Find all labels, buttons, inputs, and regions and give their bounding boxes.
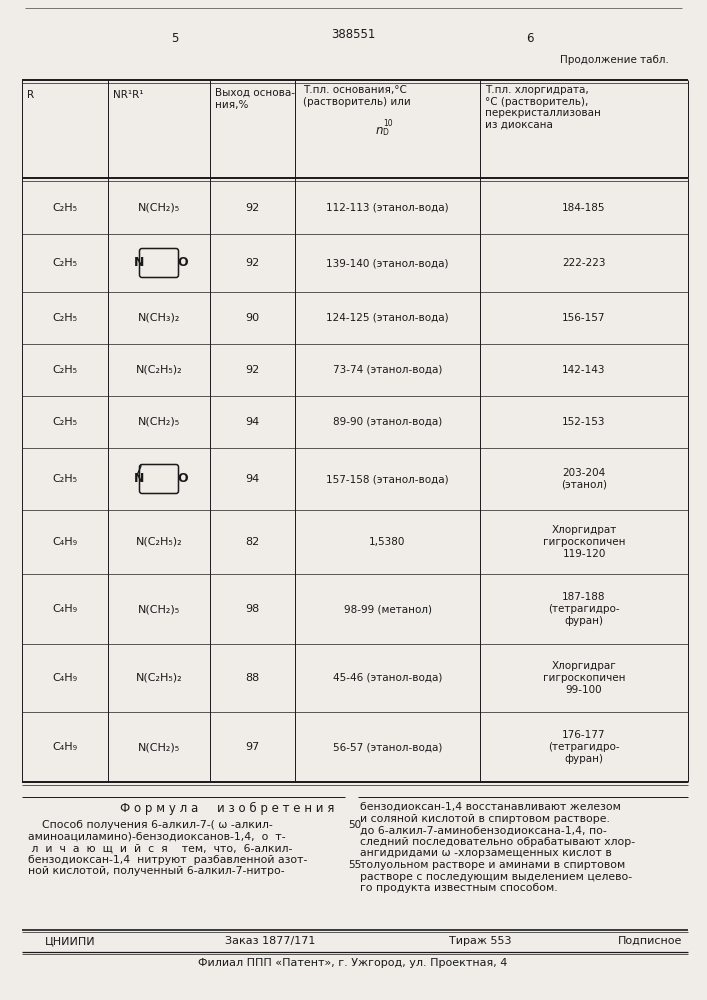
Text: 152-153: 152-153 bbox=[562, 417, 606, 427]
Text: C₂H₅: C₂H₅ bbox=[52, 203, 78, 213]
Text: 94: 94 bbox=[245, 474, 259, 484]
Text: NR¹R¹: NR¹R¹ bbox=[113, 90, 144, 100]
Text: N(C₂H₅)₂: N(C₂H₅)₂ bbox=[136, 365, 182, 375]
Text: Подписное: Подписное bbox=[618, 936, 682, 946]
Text: 88: 88 bbox=[245, 673, 259, 683]
Text: 50: 50 bbox=[348, 820, 361, 830]
Text: 112-113 (этанол-вода): 112-113 (этанол-вода) bbox=[326, 203, 449, 213]
Text: C₄H₉: C₄H₉ bbox=[52, 537, 78, 547]
Text: 142-143: 142-143 bbox=[562, 365, 606, 375]
Text: бензодиоксан-1,4 восстанавливают железом
и соляной кислотой в спиртовом растворе: бензодиоксан-1,4 восстанавливают железом… bbox=[360, 802, 635, 893]
Text: 203-204
(этанол): 203-204 (этанол) bbox=[561, 468, 607, 490]
Text: O: O bbox=[177, 473, 187, 486]
Text: 187-188
(тетрагидро-
фуран): 187-188 (тетрагидро- фуран) bbox=[548, 592, 620, 626]
Text: 98-99 (метанол): 98-99 (метанол) bbox=[344, 604, 431, 614]
Text: N(CH₂)₅: N(CH₂)₅ bbox=[138, 742, 180, 752]
Text: N: N bbox=[134, 473, 144, 486]
Text: 45-46 (этанол-вода): 45-46 (этанол-вода) bbox=[333, 673, 442, 683]
Text: 92: 92 bbox=[245, 203, 259, 213]
Text: Тираж 553: Тираж 553 bbox=[449, 936, 511, 946]
Text: O: O bbox=[177, 256, 187, 269]
Text: N: N bbox=[134, 256, 144, 269]
Text: N(C₂H₅)₂: N(C₂H₅)₂ bbox=[136, 673, 182, 683]
Text: C₄H₉: C₄H₉ bbox=[52, 742, 78, 752]
Text: N(CH₂)₅: N(CH₂)₅ bbox=[138, 604, 180, 614]
Text: 6: 6 bbox=[526, 32, 534, 45]
Text: N(CH₃)₂: N(CH₃)₂ bbox=[138, 313, 180, 323]
Text: 92: 92 bbox=[245, 365, 259, 375]
Text: 10: 10 bbox=[383, 119, 393, 128]
Text: R: R bbox=[27, 90, 34, 100]
Text: N(C₂H₅)₂: N(C₂H₅)₂ bbox=[136, 537, 182, 547]
Text: C₂H₅: C₂H₅ bbox=[52, 313, 78, 323]
Text: Ф о р м у л а     и з о б р е т е н и я: Ф о р м у л а и з о б р е т е н и я bbox=[120, 802, 334, 815]
Text: C₂H₅: C₂H₅ bbox=[52, 417, 78, 427]
Text: 97: 97 bbox=[245, 742, 259, 752]
Text: 1,5380: 1,5380 bbox=[369, 537, 406, 547]
Text: C₄H₉: C₄H₉ bbox=[52, 604, 78, 614]
Text: 90: 90 bbox=[245, 313, 259, 323]
Text: Т.пл. хлоргидрата,
°C (растворитель),
перекристаллизован
из диоксана: Т.пл. хлоргидрата, °C (растворитель), пе… bbox=[485, 85, 601, 130]
Text: 73-74 (этанол-вода): 73-74 (этанол-вода) bbox=[333, 365, 442, 375]
Text: 55: 55 bbox=[348, 860, 361, 870]
Text: 98: 98 bbox=[245, 604, 259, 614]
Text: C₂H₅: C₂H₅ bbox=[52, 258, 78, 268]
Text: Выход основа-
ния,%: Выход основа- ния,% bbox=[215, 88, 295, 110]
Text: Филиал ППП «Патент», г. Ужгород, ул. Проектная, 4: Филиал ППП «Патент», г. Ужгород, ул. Про… bbox=[198, 958, 508, 968]
Text: 139-140 (этанол-вода): 139-140 (этанол-вода) bbox=[326, 258, 449, 268]
Text: Заказ 1877/171: Заказ 1877/171 bbox=[225, 936, 315, 946]
Text: ЦНИИПИ: ЦНИИПИ bbox=[45, 936, 95, 946]
Text: Т.пл. основания,°C
(растворитель) или: Т.пл. основания,°C (растворитель) или bbox=[303, 85, 411, 107]
Text: C₄H₉: C₄H₉ bbox=[52, 673, 78, 683]
Text: 82: 82 bbox=[245, 537, 259, 547]
Text: 156-157: 156-157 bbox=[562, 313, 606, 323]
Text: 184-185: 184-185 bbox=[562, 203, 606, 213]
Text: 388551: 388551 bbox=[331, 28, 375, 41]
Text: 94: 94 bbox=[245, 417, 259, 427]
Text: 56-57 (этанол-вода): 56-57 (этанол-вода) bbox=[333, 742, 442, 752]
Text: C₂H₅: C₂H₅ bbox=[52, 365, 78, 375]
Text: Хлоргидрат
гигроскопичен
119-120: Хлоргидрат гигроскопичен 119-120 bbox=[543, 525, 625, 559]
Text: N(CH₂)₅: N(CH₂)₅ bbox=[138, 417, 180, 427]
Text: 157-158 (этанол-вода): 157-158 (этанол-вода) bbox=[326, 474, 449, 484]
Text: 5: 5 bbox=[171, 32, 179, 45]
Text: 89-90 (этанол-вода): 89-90 (этанол-вода) bbox=[333, 417, 442, 427]
Text: Способ получения 6-алкил-7-( ω -алкил-
аминоациламино)-бензодиоксанов-1,4,  о  т: Способ получения 6-алкил-7-( ω -алкил- а… bbox=[28, 820, 308, 876]
Text: D: D bbox=[382, 128, 388, 137]
Text: 124-125 (этанол-вода): 124-125 (этанол-вода) bbox=[326, 313, 449, 323]
Text: 92: 92 bbox=[245, 258, 259, 268]
Text: N(CH₂)₅: N(CH₂)₅ bbox=[138, 203, 180, 213]
Text: C₂H₅: C₂H₅ bbox=[52, 474, 78, 484]
Text: Продолжение табл.: Продолжение табл. bbox=[560, 55, 669, 65]
Text: Хлоргидраг
гигроскопичен
99-100: Хлоргидраг гигроскопичен 99-100 bbox=[543, 661, 625, 695]
Text: 176-177
(тетрагидро-
фуран): 176-177 (тетрагидро- фуран) bbox=[548, 730, 620, 764]
Text: n: n bbox=[375, 124, 383, 137]
Text: 222-223: 222-223 bbox=[562, 258, 606, 268]
